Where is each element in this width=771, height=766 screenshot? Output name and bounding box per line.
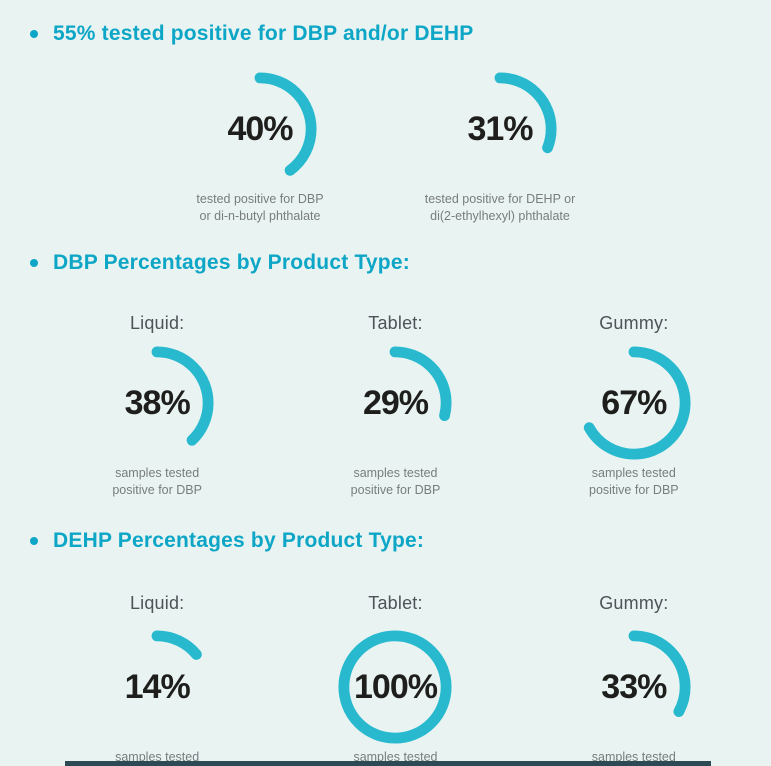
bullet-icon <box>30 537 38 545</box>
gauge-arc-icon <box>203 72 317 186</box>
gauge-block-dehp-liquid: Liquid: 14% samples tested positive for … <box>38 569 276 766</box>
gauge-value: 14% <box>124 667 191 706</box>
gauge-value: 67% <box>601 383 667 422</box>
gauge-value: 29% <box>362 383 429 422</box>
gauge-caption: samples tested positive for DBP <box>350 466 441 497</box>
gauge-caption: samples tested positive for DEHP <box>591 750 676 764</box>
gauge-value: 33% <box>601 667 667 706</box>
dehp-gauges-row: Liquid: 14% samples tested positive for … <box>0 569 771 766</box>
overall-gauges-row: 40% tested positive for DBP or di-n-buty… <box>0 70 771 225</box>
gauge-block-dehp-overall: 31% tested positive for DEHP or di(2-eth… <box>380 70 620 225</box>
donut-gauge-dbp-overall: 40% <box>201 70 319 188</box>
gauge-block-dbp-tablet: Tablet: 29% samples tested positive for … <box>276 291 514 499</box>
section-2-heading: DBP Percentages by Product Type: <box>30 251 771 275</box>
section-2-title: DBP Percentages by Product Type: <box>53 251 410 274</box>
section-1-heading: 55% tested positive for DBP and/or DEHP <box>30 22 771 46</box>
gauge-value: 100% <box>354 667 438 706</box>
donut-gauge-dbp-liquid: 38% <box>98 344 216 462</box>
donut-gauge-dehp-liquid: 14% <box>98 628 216 746</box>
gauge-block-dehp-tablet: Tablet: 100% samples tested positive for… <box>276 569 514 766</box>
donut-gauge-dehp-overall: 31% <box>441 70 559 188</box>
section-1-title: 55% tested positive for DBP and/or DEHP <box>53 22 474 45</box>
gauge-block-dbp-liquid: Liquid: 38% samples tested positive for … <box>38 291 276 499</box>
gauge-arc-icon <box>338 630 453 744</box>
donut-gauge-dehp-tablet: 100% <box>336 628 454 746</box>
gauge-arc-icon <box>338 346 453 460</box>
gauge-caption: tested positive for DBP or di-n-butyl ph… <box>196 192 324 223</box>
gauge-arc-icon <box>443 72 557 186</box>
product-label: Liquid: <box>129 593 185 613</box>
section-3-title: DEHP Percentages by Product Type: <box>53 529 425 552</box>
gauge-arc-icon <box>577 346 691 460</box>
gauge-caption: tested positive for DEHP or di(2-ethylhe… <box>424 192 576 223</box>
product-label: Tablet: <box>368 593 423 613</box>
gauge-value: 40% <box>227 109 293 148</box>
bullet-icon <box>30 259 38 267</box>
gauge-caption: samples tested positive for DEHP <box>353 750 438 764</box>
footer-bar <box>65 761 711 766</box>
product-label: Gummy: <box>599 313 669 333</box>
product-label: Gummy: <box>599 593 669 613</box>
gauge-value: 38% <box>124 383 191 422</box>
gauge-caption: samples tested positive for DEHP <box>115 750 200 764</box>
gauge-block-dbp-overall: 40% tested positive for DBP or di-n-buty… <box>140 70 380 225</box>
dbp-gauges-row: Liquid: 38% samples tested positive for … <box>0 291 771 499</box>
section-3-heading: DEHP Percentages by Product Type: <box>30 529 771 553</box>
gauge-caption: samples tested positive for DBP <box>589 466 679 497</box>
gauge-block-dbp-gummy: Gummy: 67% samples tested positive for D… <box>515 291 753 499</box>
donut-gauge-dbp-gummy: 67% <box>575 344 693 462</box>
donut-gauge-dehp-gummy: 33% <box>575 628 693 746</box>
gauge-caption: samples tested positive for DBP <box>112 466 202 497</box>
gauge-arc-icon <box>100 346 214 460</box>
bullet-icon <box>30 30 38 38</box>
gauge-value: 31% <box>467 109 533 148</box>
gauge-block-dehp-gummy: Gummy: 33% samples tested positive for D… <box>515 569 753 766</box>
product-label: Liquid: <box>129 313 185 333</box>
product-label: Tablet: <box>368 313 423 333</box>
gauge-arc-icon <box>577 630 691 744</box>
donut-gauge-dbp-tablet: 29% <box>336 344 454 462</box>
gauge-arc-icon <box>100 630 214 744</box>
